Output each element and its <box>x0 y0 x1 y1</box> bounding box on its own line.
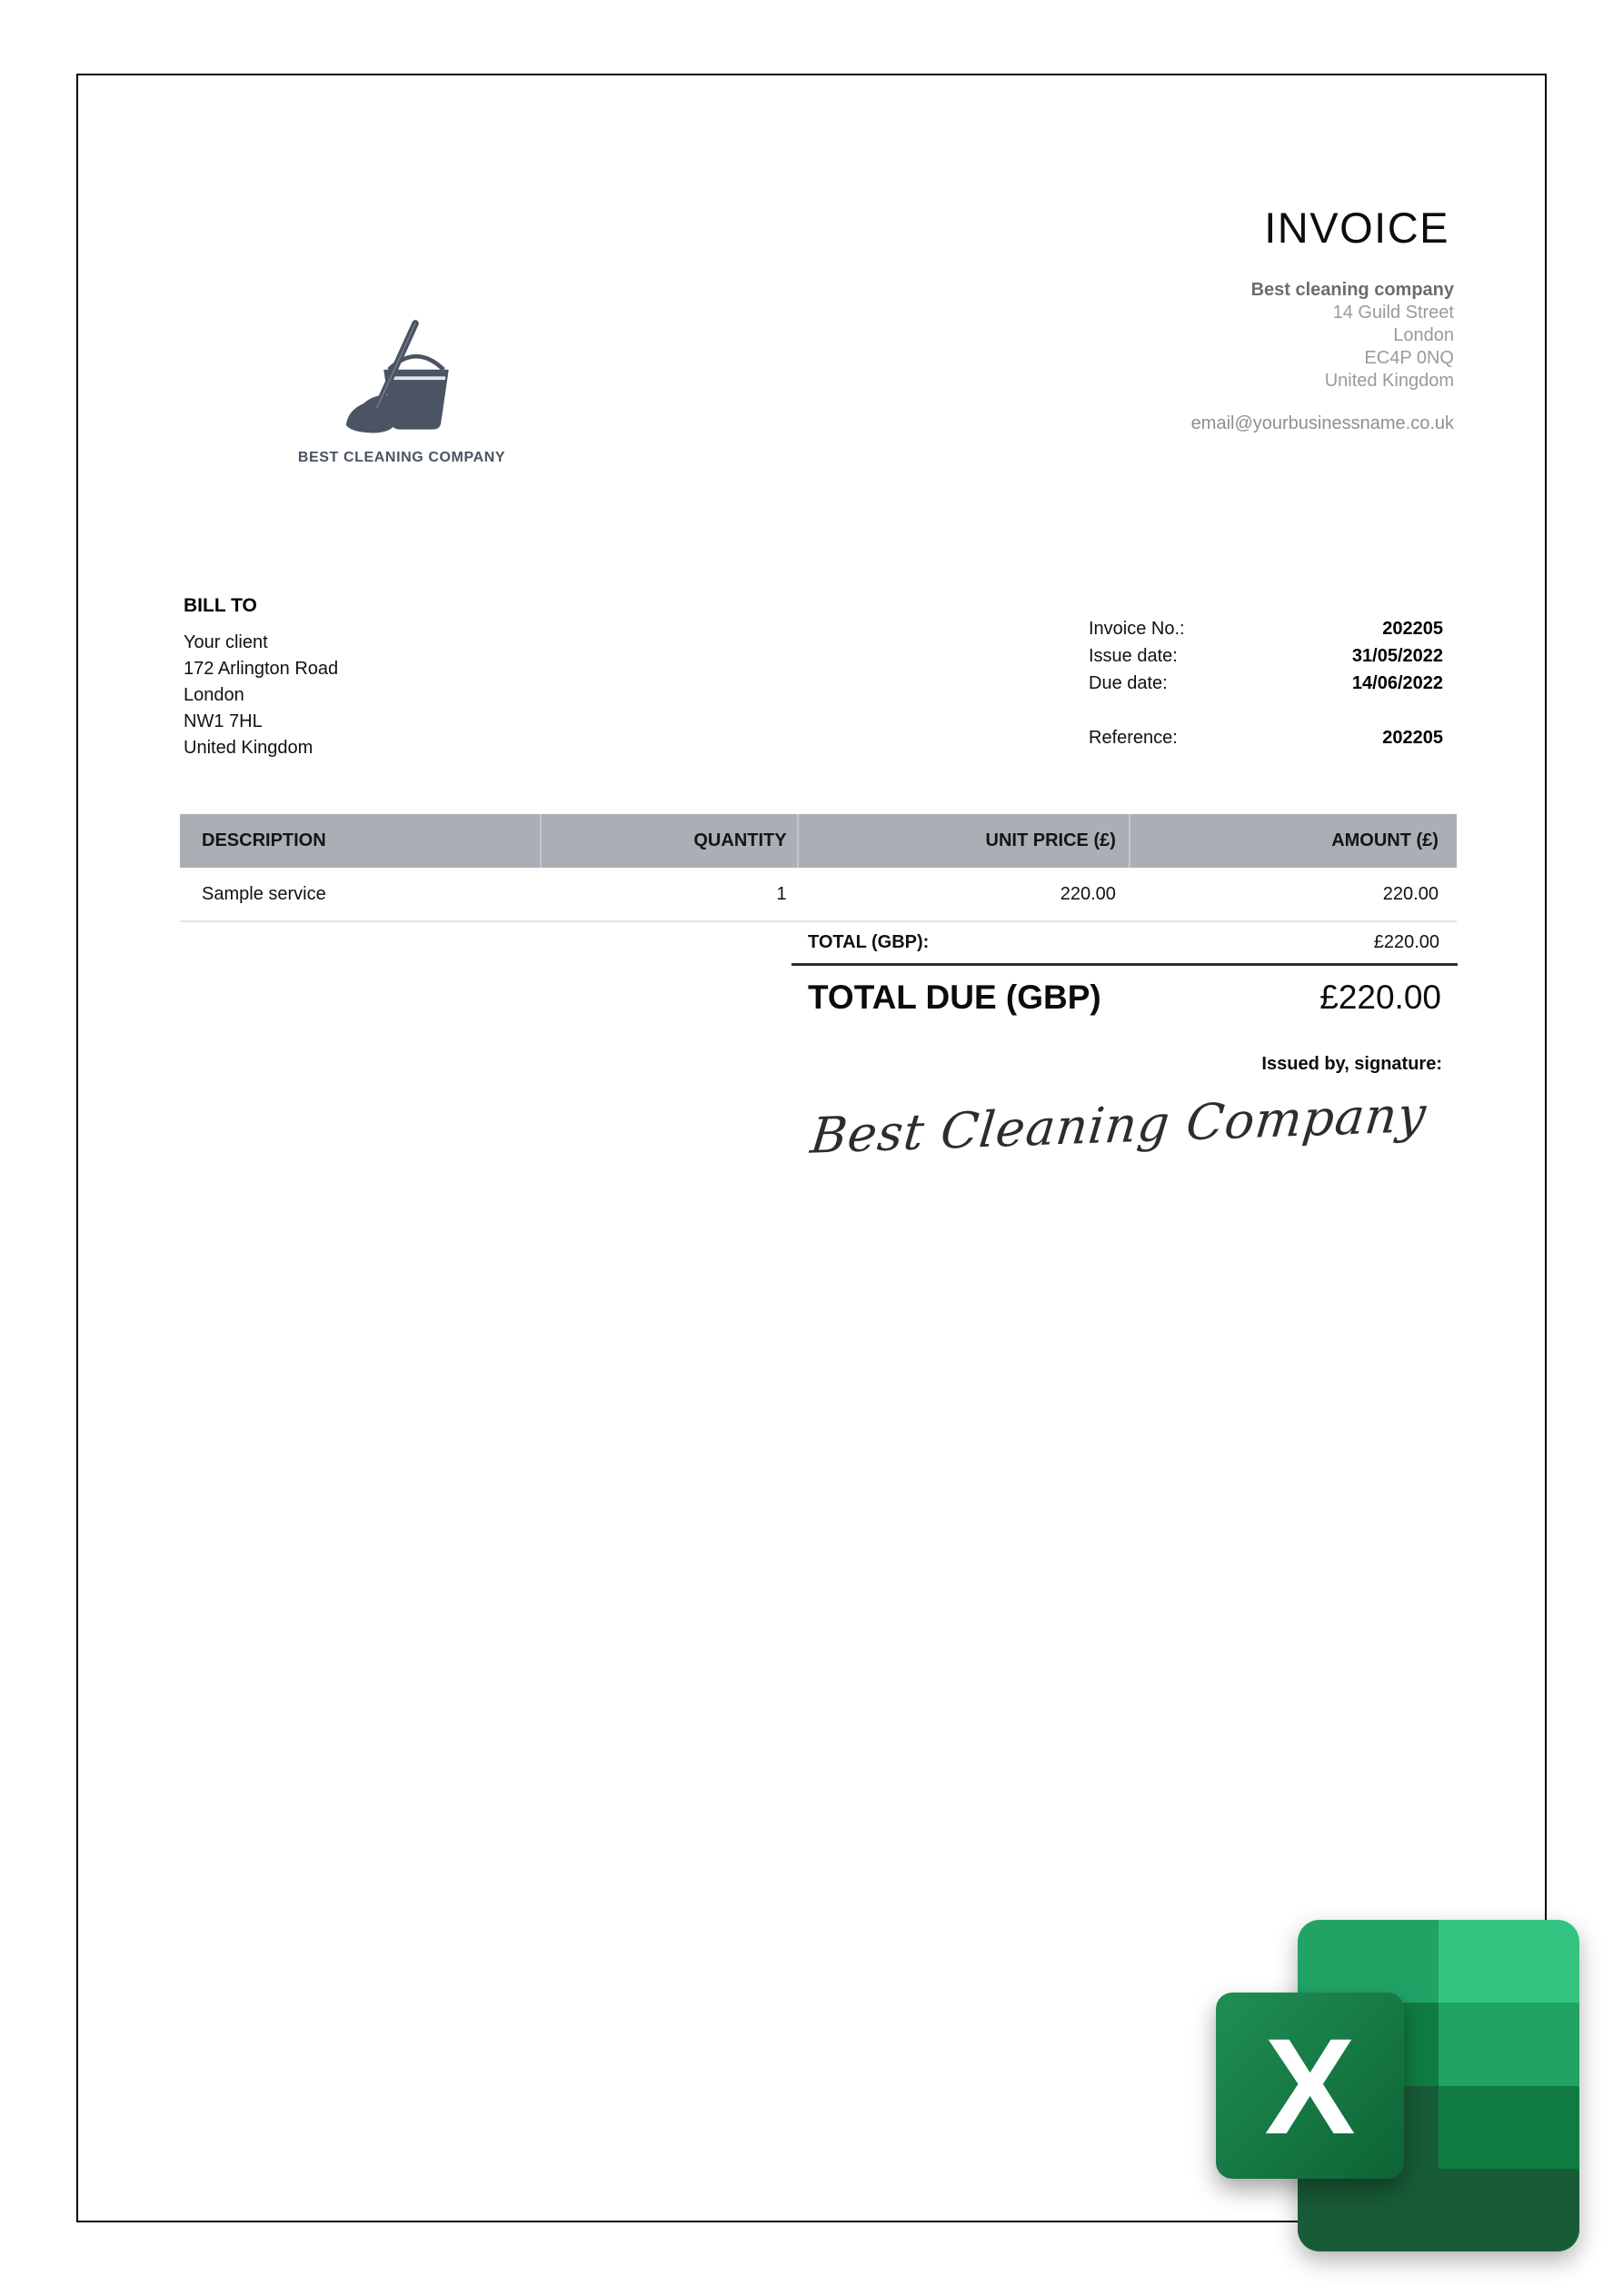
meta-value: 31/05/2022 <box>1351 646 1443 666</box>
excel-sheet-cell <box>1439 2085 1579 2169</box>
column-header-unit-price: UNIT PRICE (£) <box>796 814 1129 868</box>
excel-x-letter: X <box>1264 2009 1356 2162</box>
meta-row-due-date: Due date: 14/06/2022 <box>1089 673 1443 701</box>
mop-and-bucket-icon <box>345 320 449 433</box>
meta-label: Due date: <box>1089 673 1168 693</box>
excel-sheet-cell <box>1298 1920 1439 2003</box>
meta-label: Invoice No.: <box>1089 619 1185 639</box>
column-header-description: DESCRIPTION <box>202 830 326 850</box>
company-address-line: 14 Guild Street <box>1332 303 1454 323</box>
cell-unit-price: 220.00 <box>1060 883 1116 904</box>
bill-to-line: 172 Arlington Road <box>184 659 339 679</box>
items-table: DESCRIPTION QUANTITY UNIT PRICE (£) AMOU… <box>180 814 1457 922</box>
items-table-header: DESCRIPTION QUANTITY UNIT PRICE (£) AMOU… <box>180 814 1457 868</box>
column-header-quantity: QUANTITY <box>540 814 796 868</box>
company-address-line: London <box>1393 325 1454 345</box>
total-row: TOTAL (GBP): £220.00 <box>792 922 1458 966</box>
meta-spacer <box>1089 701 1443 728</box>
meta-row-issue-date: Issue date: 31/05/2022 <box>1089 646 1443 673</box>
total-due-row: TOTAL DUE (GBP) £220.00 <box>792 966 1458 1017</box>
meta-value: 14/06/2022 <box>1351 673 1443 693</box>
company-address-line: United Kingdom <box>1324 371 1454 391</box>
cell-amount: 220.00 <box>1382 883 1439 904</box>
bill-to-heading: BILL TO <box>184 595 257 616</box>
total-due-label: TOTAL DUE (GBP) <box>808 979 1101 1016</box>
bill-to-block: BILL TO Your client 172 Arlington Road L… <box>184 595 338 761</box>
meta-value: 202205 <box>1382 728 1443 748</box>
totals-block: TOTAL (GBP): £220.00 TOTAL DUE (GBP) £22… <box>792 922 1458 1017</box>
meta-value: 202205 <box>1382 619 1443 639</box>
company-name: Best cleaning company <box>1250 280 1454 300</box>
bill-to-line: United Kingdom <box>184 738 314 758</box>
meta-row-reference: Reference: 202205 <box>1089 728 1443 755</box>
signature-script: Best Cleaning Company <box>808 1085 1430 1165</box>
cell-description: Sample service <box>202 883 326 904</box>
company-address-block: Best cleaning company 14 Guild Street Lo… <box>1251 279 1454 393</box>
total-label: TOTAL (GBP): <box>808 932 930 952</box>
bill-to-line: NW1 7HL <box>184 711 263 731</box>
issued-by-caption: Issued by, signature: <box>1261 1054 1442 1074</box>
invoice-page: INVOICE Best cleaning company 14 Guild S… <box>76 74 1547 2222</box>
excel-sheet-cell <box>1298 2168 1439 2251</box>
excel-x-tile: X <box>1216 1993 1404 2179</box>
excel-icon: X <box>1216 1920 1579 2252</box>
table-row: Sample service 1 220.00 220.00 <box>180 868 1457 922</box>
meta-row-invoice-no: Invoice No.: 202205 <box>1089 619 1443 646</box>
total-due-value: £220.00 <box>1319 979 1441 1016</box>
logo-label: BEST CLEANING COMPANY <box>297 450 506 465</box>
column-header-amount: AMOUNT (£) <box>1128 814 1457 868</box>
bill-to-line: Your client <box>184 632 268 652</box>
company-address-line: EC4P 0NQ <box>1364 348 1454 368</box>
excel-sheet-cell <box>1439 2168 1579 2251</box>
excel-sheet-cell <box>1439 2003 1579 2086</box>
company-logo: BEST CLEANING COMPANY <box>293 319 511 466</box>
total-value: £220.00 <box>1373 932 1439 952</box>
meta-label: Issue date: <box>1089 646 1178 666</box>
excel-sheet-cell <box>1439 1920 1579 2003</box>
page-title: INVOICE <box>1264 204 1449 252</box>
cell-quantity: 1 <box>776 883 787 904</box>
invoice-meta-block: Invoice No.: 202205 Issue date: 31/05/20… <box>1089 619 1443 755</box>
company-email: email@yourbusinessname.co.uk <box>1190 413 1454 433</box>
meta-label: Reference: <box>1089 728 1178 748</box>
bill-to-line: London <box>184 685 244 705</box>
